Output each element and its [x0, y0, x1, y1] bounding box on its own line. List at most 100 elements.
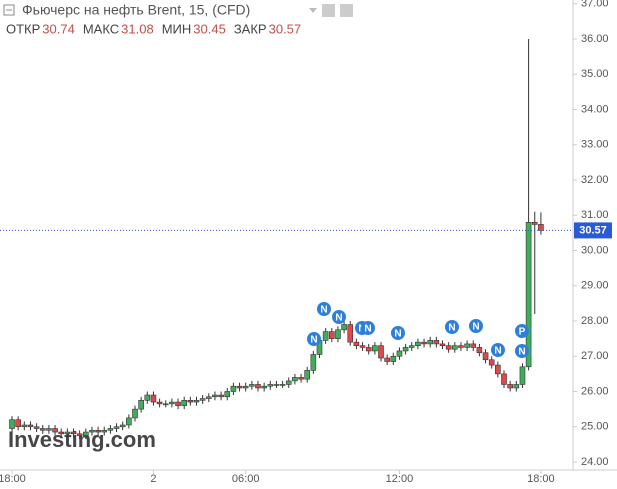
event-label: N	[394, 329, 401, 340]
candle-body	[372, 345, 378, 352]
candle-body	[255, 384, 261, 389]
candle-body	[15, 419, 21, 428]
event-marker[interactable]	[317, 302, 331, 316]
candle-body	[538, 224, 544, 231]
last-price-box	[574, 222, 612, 239]
x-tick-label: 12:00	[386, 473, 414, 485]
candle-body	[21, 424, 28, 428]
event-label: N	[320, 305, 327, 316]
candle-body	[347, 324, 354, 343]
candle-body	[261, 385, 267, 389]
event-label: N	[448, 323, 455, 334]
event-marker[interactable]	[469, 319, 483, 333]
settings-icon[interactable]	[322, 4, 335, 17]
candle-body	[488, 359, 495, 366]
candle-body	[138, 400, 144, 410]
event-marker[interactable]	[515, 324, 529, 338]
candle-body	[132, 408, 138, 419]
candle-body	[175, 401, 181, 406]
event-marker[interactable]	[491, 343, 505, 357]
candle-body	[421, 341, 427, 345]
candle-body	[519, 366, 526, 385]
candle-body	[328, 331, 335, 339]
candle-body	[292, 377, 298, 382]
y-tick-label: 26.00	[581, 385, 609, 397]
candle-body	[119, 424, 126, 428]
candle-body	[107, 428, 114, 431]
candle-body	[64, 431, 71, 435]
event-marker[interactable]	[391, 326, 405, 340]
y-tick-label: 36.00	[581, 33, 609, 45]
candle-body	[335, 329, 341, 339]
event-label: P	[519, 327, 526, 338]
summary-value: 30.74	[42, 21, 75, 36]
candle-body	[113, 426, 120, 429]
candle-body	[230, 385, 237, 392]
y-tick-label: 33.00	[581, 139, 609, 151]
candle-body	[365, 347, 372, 352]
candle-body	[384, 357, 390, 362]
candle-body	[273, 384, 280, 386]
collapse-icon[interactable]	[3, 4, 15, 16]
candle-body	[83, 431, 89, 436]
y-tick-label: 27.00	[581, 350, 609, 362]
event-label: N	[494, 346, 501, 357]
candle-body	[33, 426, 40, 429]
event-marker[interactable]	[332, 310, 346, 324]
summary-label: ЗАКР	[234, 21, 267, 36]
ohlc-summary: ОТКР 30.74 МАКС 31.08 МИН 30.45 ЗАКР 30.57	[6, 21, 301, 36]
candle-body	[236, 385, 243, 389]
candle-body	[224, 391, 231, 398]
candle-body	[193, 400, 200, 403]
candle-body	[162, 403, 169, 406]
candle-body	[470, 343, 477, 348]
x-tick-label: 2	[150, 473, 156, 485]
event-label: N	[364, 324, 371, 335]
summary-label: ОТКР	[6, 21, 40, 36]
x-tick-label: 18:00	[0, 473, 26, 485]
candle-body	[267, 384, 274, 387]
summary-value: 31.08	[121, 21, 154, 36]
event-label: N	[518, 347, 525, 358]
candle-body	[76, 433, 83, 436]
candle-body	[525, 222, 532, 368]
candle-body	[212, 394, 218, 398]
candle-body	[427, 340, 434, 345]
candle-body	[507, 384, 513, 389]
candle-body	[242, 385, 249, 389]
y-tick-label: 30.00	[581, 244, 609, 256]
candle-body	[27, 424, 34, 428]
y-tick-label: 24.00	[581, 456, 609, 468]
event-marker[interactable]	[445, 320, 459, 334]
candle-body	[433, 340, 440, 345]
candle-body	[501, 373, 507, 385]
candle-body	[378, 345, 384, 359]
event-label: N	[335, 313, 342, 324]
candle-body	[285, 380, 292, 385]
candle-body	[279, 384, 286, 386]
candle-body	[95, 429, 101, 433]
candle-body	[396, 350, 403, 357]
y-tick-label: 37.00	[581, 0, 609, 10]
candle-body	[89, 429, 95, 433]
event-marker[interactable]	[361, 321, 375, 335]
close-icon[interactable]	[340, 4, 353, 17]
candle-body	[415, 341, 421, 346]
candle-body	[353, 341, 360, 346]
event-marker[interactable]	[307, 332, 321, 346]
candle-body	[451, 345, 458, 350]
candle-body	[9, 419, 15, 429]
y-tick-label: 29.00	[581, 280, 609, 292]
candle-body	[156, 401, 163, 405]
candle-body	[52, 428, 58, 433]
x-tick-label: 18:00	[527, 473, 555, 485]
event-marker[interactable]	[515, 344, 529, 358]
dropdown-icon[interactable]	[309, 8, 317, 13]
candle-body	[482, 352, 489, 361]
candle-body	[218, 394, 224, 398]
y-tick-label: 35.00	[581, 68, 609, 80]
chart-title: Фьючерс на нефть Brent, 15, (CFD)	[22, 2, 250, 18]
y-tick-label: 28.00	[581, 315, 609, 327]
y-tick-label: 31.00	[581, 209, 609, 221]
